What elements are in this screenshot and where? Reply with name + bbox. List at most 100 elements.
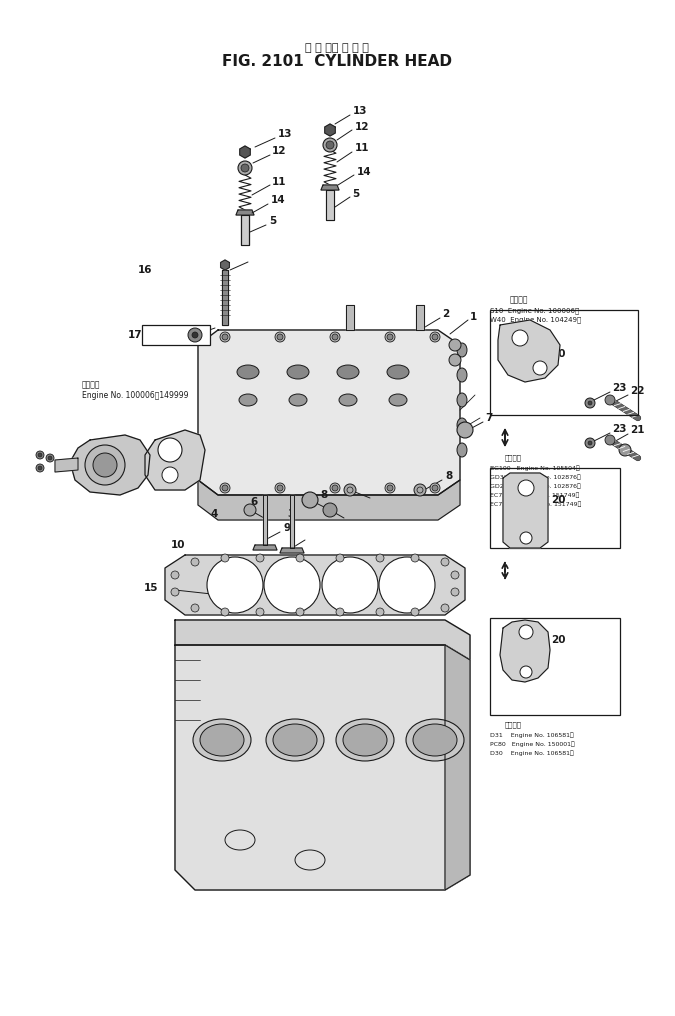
Text: D30    Engine No. 106581～: D30 Engine No. 106581～: [490, 750, 574, 756]
Circle shape: [222, 485, 228, 491]
Text: 13: 13: [353, 106, 367, 116]
Text: GD300   Engine No. 102876～: GD300 Engine No. 102876～: [490, 474, 580, 480]
Text: 12: 12: [272, 146, 286, 156]
Polygon shape: [198, 330, 460, 495]
Circle shape: [385, 332, 395, 342]
Circle shape: [441, 558, 449, 566]
Polygon shape: [263, 495, 267, 545]
Circle shape: [323, 503, 337, 517]
Ellipse shape: [457, 368, 467, 382]
Polygon shape: [498, 320, 560, 382]
Text: 5: 5: [352, 189, 359, 199]
Polygon shape: [321, 185, 339, 190]
Circle shape: [519, 625, 533, 639]
Text: D31    Engine No. 106581～: D31 Engine No. 106581～: [490, 733, 574, 738]
Circle shape: [85, 445, 125, 485]
Ellipse shape: [266, 719, 324, 761]
Text: W40  Engine No. 104249～: W40 Engine No. 104249～: [490, 317, 581, 323]
Circle shape: [451, 588, 459, 596]
Circle shape: [241, 164, 249, 172]
Text: 17: 17: [128, 330, 142, 340]
Text: 10: 10: [171, 539, 185, 550]
Circle shape: [238, 161, 252, 175]
Bar: [490, 468, 620, 548]
Circle shape: [221, 554, 229, 562]
Polygon shape: [416, 305, 424, 330]
Circle shape: [275, 332, 285, 342]
Circle shape: [619, 444, 631, 456]
Circle shape: [38, 466, 42, 470]
Ellipse shape: [389, 394, 407, 406]
Ellipse shape: [287, 365, 309, 379]
Circle shape: [323, 138, 337, 152]
Ellipse shape: [413, 724, 457, 756]
Circle shape: [449, 339, 461, 351]
Circle shape: [430, 483, 440, 493]
Polygon shape: [145, 430, 205, 490]
Circle shape: [336, 608, 344, 616]
Text: 4: 4: [211, 509, 218, 519]
Ellipse shape: [457, 443, 467, 457]
Text: 適用号機: 適用号機: [505, 455, 522, 461]
Polygon shape: [165, 555, 465, 615]
Polygon shape: [253, 545, 277, 550]
Polygon shape: [290, 495, 294, 548]
Text: 14: 14: [357, 167, 372, 177]
Text: 2: 2: [442, 309, 450, 319]
Circle shape: [585, 438, 595, 448]
Circle shape: [533, 361, 547, 375]
Polygon shape: [346, 305, 354, 330]
Ellipse shape: [339, 394, 357, 406]
Text: GD200   Engine No. 102876～: GD200 Engine No. 102876～: [490, 484, 580, 489]
Circle shape: [520, 532, 532, 544]
Ellipse shape: [289, 394, 307, 406]
Polygon shape: [55, 458, 78, 472]
Circle shape: [36, 464, 44, 472]
Bar: [490, 618, 620, 715]
Text: 3: 3: [288, 509, 295, 519]
Text: PC80   Engine No. 150001～: PC80 Engine No. 150001～: [490, 742, 574, 747]
Circle shape: [326, 141, 334, 149]
Circle shape: [336, 554, 344, 562]
Ellipse shape: [457, 418, 467, 432]
Polygon shape: [222, 270, 228, 325]
Ellipse shape: [457, 343, 467, 357]
Circle shape: [221, 608, 229, 616]
Bar: [142, 325, 210, 345]
Ellipse shape: [337, 365, 359, 379]
Circle shape: [191, 604, 199, 612]
Circle shape: [588, 401, 592, 405]
Circle shape: [414, 484, 426, 496]
Polygon shape: [241, 215, 249, 245]
Text: 適用号機: 適用号機: [510, 296, 529, 305]
Text: 11: 11: [272, 177, 286, 187]
Circle shape: [158, 438, 182, 462]
Circle shape: [520, 666, 532, 678]
Circle shape: [605, 435, 615, 445]
Circle shape: [222, 334, 228, 340]
Circle shape: [344, 484, 356, 496]
Polygon shape: [198, 480, 460, 520]
Text: 22: 22: [630, 386, 645, 396]
Circle shape: [432, 334, 438, 340]
Circle shape: [302, 492, 318, 508]
Polygon shape: [240, 146, 250, 158]
Circle shape: [332, 485, 338, 491]
Ellipse shape: [200, 724, 244, 756]
Circle shape: [376, 608, 384, 616]
Polygon shape: [70, 435, 150, 495]
Circle shape: [38, 453, 42, 457]
Circle shape: [441, 604, 449, 612]
Text: 13: 13: [278, 129, 292, 139]
Circle shape: [411, 554, 419, 562]
Circle shape: [207, 557, 263, 613]
Text: EC75I    Engine No. 151749～: EC75I Engine No. 151749～: [490, 492, 579, 498]
Circle shape: [379, 557, 435, 613]
Circle shape: [330, 332, 340, 342]
Text: 5: 5: [269, 216, 276, 226]
Text: 1: 1: [470, 312, 477, 322]
Ellipse shape: [193, 719, 251, 761]
Circle shape: [256, 608, 264, 616]
Circle shape: [277, 485, 283, 491]
Text: 14: 14: [271, 195, 286, 205]
